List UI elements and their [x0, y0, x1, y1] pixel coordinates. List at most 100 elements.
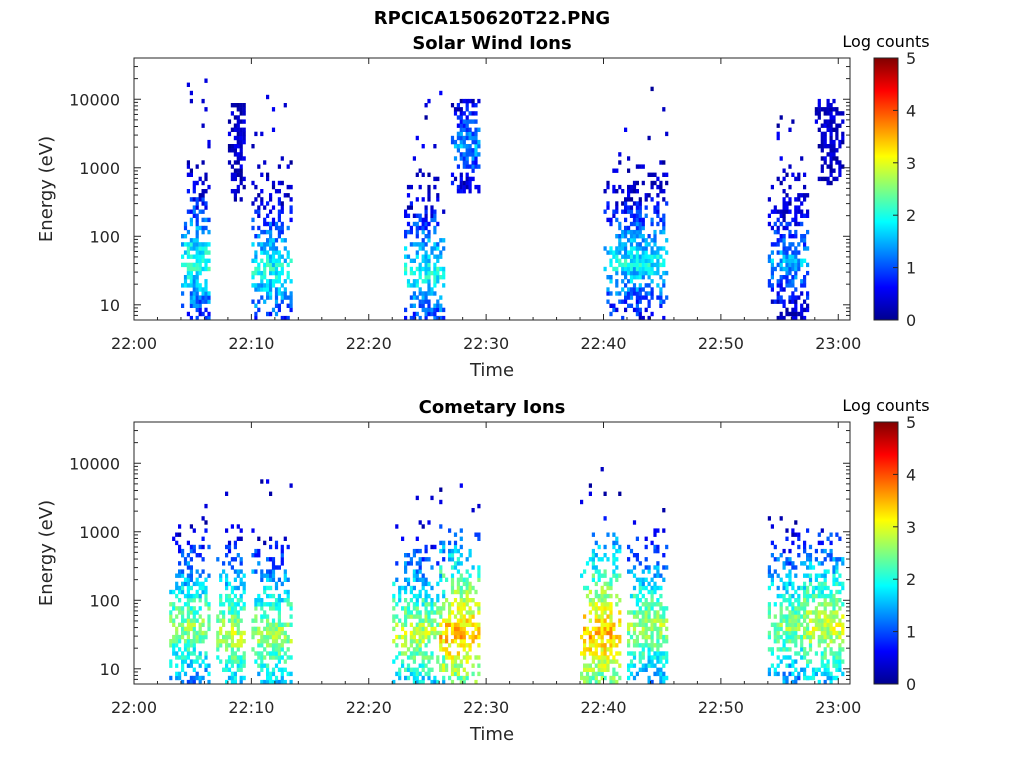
- cometary-heatmap-cell: [192, 606, 196, 611]
- cometary-heatmap-cell: [430, 630, 434, 636]
- solar-wind-heatmap-cell: [230, 176, 234, 182]
- cometary-heatmap-cell: [439, 577, 443, 582]
- solar-wind-heatmap-cell: [233, 197, 237, 202]
- solar-wind-heatmap-cell: [289, 295, 293, 300]
- cometary-heatmap-cell: [594, 651, 598, 656]
- solar-wind-heatmap-cell: [615, 168, 619, 173]
- solar-wind-heatmap-cell: [638, 266, 642, 272]
- cometary-heatmap-cell: [647, 651, 651, 656]
- cometary-heatmap-cell: [456, 602, 460, 607]
- cometary-heatmap-cell: [189, 675, 193, 681]
- cometary-heatmap-cell: [597, 614, 601, 619]
- solar-wind-heatmap-cell: [189, 209, 193, 214]
- solar-wind-heatmap-cell: [266, 221, 270, 227]
- cometary-heatmap-cell: [785, 663, 789, 668]
- solar-wind-heatmap-cell: [192, 254, 196, 259]
- solar-wind-heatmap-cell: [195, 238, 199, 243]
- solar-wind-heatmap-cell: [826, 107, 830, 112]
- solar-wind-heatmap-cell: [257, 307, 261, 313]
- cometary-heatmap-cell: [227, 606, 232, 611]
- cometary-heatmap-cell: [647, 679, 651, 685]
- solar-wind-heatmap-cell: [427, 172, 431, 177]
- solar-wind-heatmap-cell: [474, 131, 478, 137]
- solar-wind-heatmap-cell: [609, 291, 613, 296]
- cometary-heatmap-cell: [820, 618, 824, 623]
- cometary-heatmap-cell: [609, 602, 613, 607]
- cometary-heatmap-cell: [430, 651, 434, 656]
- cometary-heatmap-cell: [612, 643, 616, 648]
- cometary-heatmap-cell: [260, 651, 264, 656]
- cometary-heatmap-cell: [806, 630, 810, 636]
- cometary-heatmap-cell: [597, 679, 601, 685]
- cometary-heatmap-cell: [638, 598, 642, 603]
- cometary-heatmap-cell: [227, 581, 232, 587]
- cometary-heatmap-cell: [181, 553, 185, 558]
- solar-wind-heatmap-cell: [433, 217, 437, 223]
- solar-wind-heatmap-cell: [659, 275, 663, 280]
- solar-wind-heatmap-cell: [412, 315, 416, 321]
- solar-wind-heatmap-cell: [274, 246, 279, 251]
- cometary-heatmap-cell: [178, 639, 182, 644]
- cometary-heatmap-cell: [242, 581, 246, 587]
- solar-wind-heatmap-cell: [430, 291, 434, 296]
- solar-wind-heatmap-cell: [794, 262, 798, 268]
- solar-wind-heatmap-cell: [823, 107, 827, 112]
- cometary-heatmap-cell: [588, 679, 592, 685]
- solar-wind-heatmap-cell: [829, 168, 833, 173]
- cometary-heatmap-cell: [662, 508, 666, 513]
- solar-wind-heatmap-cell: [195, 234, 199, 239]
- solar-wind-heatmap-cell: [465, 180, 469, 186]
- solar-wind-heatmap-cell: [779, 279, 783, 284]
- cometary-heatmap-cell: [181, 606, 185, 611]
- solar-wind-heatmap-cell: [791, 291, 795, 296]
- solar-wind-heatmap-cell: [627, 262, 631, 268]
- cometary-heatmap-cell: [459, 679, 463, 685]
- cometary-heatmap-cell: [597, 573, 601, 578]
- cometary-heatmap-cell: [635, 577, 639, 582]
- solar-wind-heatmap-cell: [280, 225, 284, 231]
- cometary-heatmap-cell: [424, 593, 428, 599]
- solar-wind-heatmap-cell: [829, 123, 833, 128]
- cometary-heatmap-cell: [415, 622, 419, 627]
- cometary-heatmap-cell: [788, 630, 792, 636]
- cometary-heatmap-cell: [600, 663, 604, 668]
- cometary-heatmap-cell: [808, 639, 813, 644]
- cometary-heatmap-cell: [656, 671, 660, 677]
- solar-wind-heatmap-cell: [257, 299, 261, 304]
- cometary-heatmap-cell: [468, 589, 472, 595]
- solar-wind-heatmap-cell: [647, 254, 651, 259]
- solar-wind-heatmap-cell: [427, 270, 431, 276]
- cometary-heatmap-cell: [418, 520, 422, 525]
- cometary-heatmap-cell: [773, 614, 777, 619]
- cometary-heatmap-cell: [794, 659, 798, 664]
- solar-wind-heatmap-cell: [271, 127, 276, 132]
- cometary-heatmap-cell: [659, 659, 663, 664]
- cometary-heatmap-cell: [409, 671, 413, 677]
- solar-wind-heatmap-cell: [806, 193, 810, 198]
- solar-wind-heatmap-cell: [641, 250, 645, 255]
- cometary-heatmap-cell: [826, 593, 830, 599]
- solar-wind-heatmap-cell: [638, 311, 642, 317]
- cometary-heatmap-cell: [806, 675, 810, 681]
- solar-wind-heatmap-cell: [409, 201, 413, 206]
- cometary-heatmap-cell: [588, 634, 592, 640]
- solar-wind-heatmap-cell: [471, 156, 475, 161]
- solar-wind-heatmap-cell: [274, 291, 279, 296]
- cometary-heatmap-cell: [653, 528, 657, 533]
- cometary-heatmap-cell: [427, 675, 431, 681]
- cometary-heatmap-cell: [638, 622, 642, 627]
- cometary-heatmap-cell: [817, 614, 821, 619]
- solar-wind-heatmap-cell: [635, 262, 639, 268]
- cometary-heatmap-cell: [266, 651, 270, 656]
- solar-wind-heatmap-cell: [183, 283, 188, 288]
- solar-wind-heatmap-cell: [195, 242, 199, 247]
- solar-wind-heatmap-cell: [650, 270, 654, 276]
- solar-wind-heatmap-cell: [624, 217, 628, 223]
- cometary-heatmap-cell: [829, 532, 833, 537]
- solar-wind-heatmap-cell: [456, 131, 460, 137]
- cometary-heatmap-cell: [465, 610, 469, 615]
- solar-wind-heatmap-cell: [826, 164, 830, 169]
- cometary-heatmap-cell: [225, 647, 229, 652]
- cometary-heatmap-cell: [169, 639, 173, 644]
- cometary-heatmap-cell: [806, 585, 810, 591]
